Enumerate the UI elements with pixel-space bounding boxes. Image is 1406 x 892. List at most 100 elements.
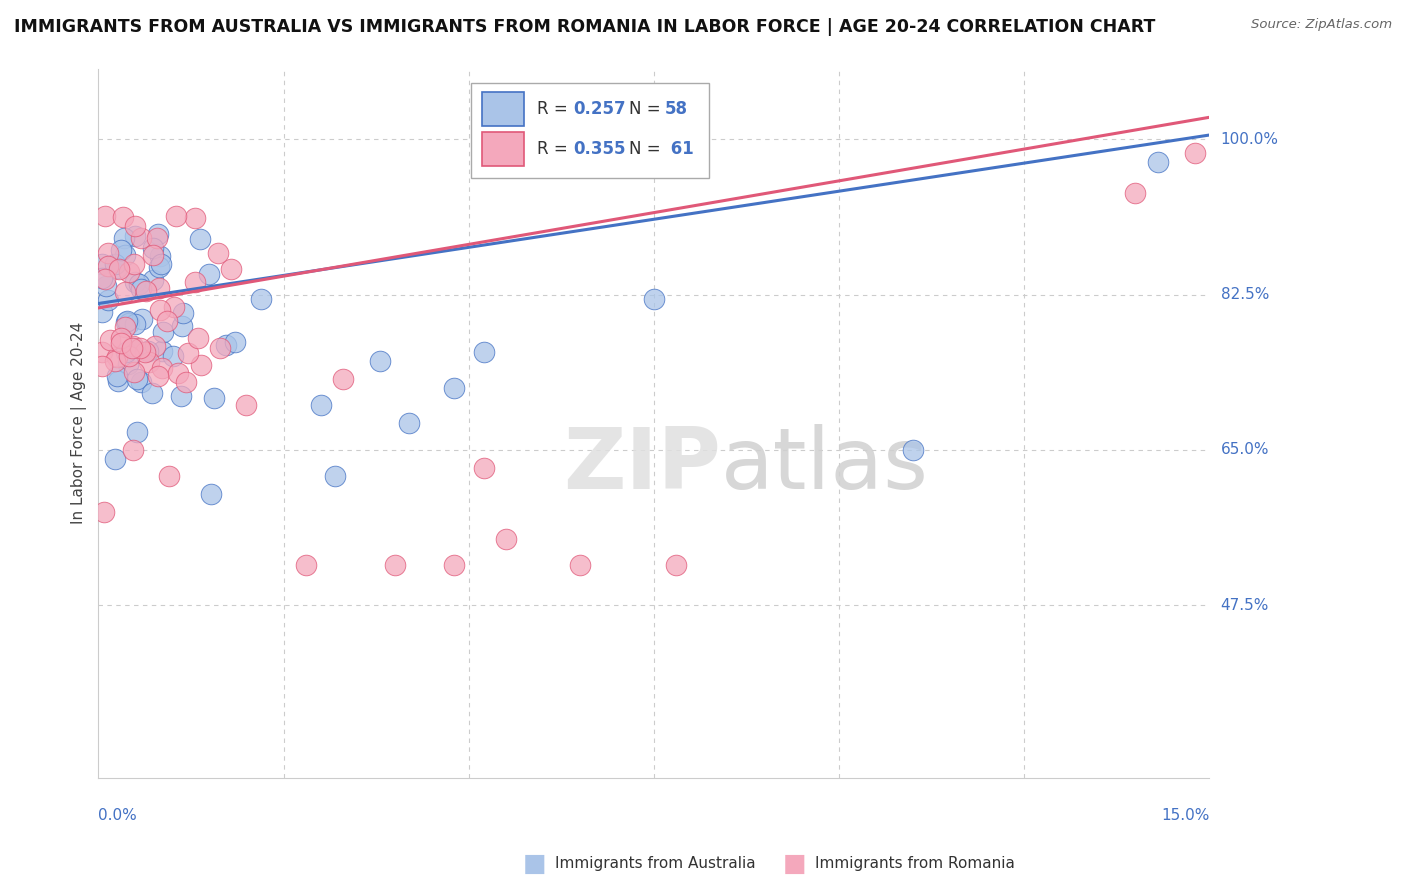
Text: 0.257: 0.257 [572, 100, 626, 118]
Point [118, 265, 141, 279]
Point [156, 314, 179, 328]
Point [325, 469, 347, 483]
Point [114, 248, 136, 262]
Text: 82.5%: 82.5% [1220, 287, 1268, 302]
FancyBboxPatch shape [471, 83, 710, 178]
Point [97, 259, 120, 273]
Point [202, 391, 225, 405]
Text: 61: 61 [665, 140, 693, 158]
Point [114, 320, 136, 334]
Point [129, 231, 152, 245]
Text: atlas: atlas [720, 425, 928, 508]
Point [127, 372, 149, 386]
Point [124, 317, 146, 331]
Point [105, 261, 128, 276]
Point [197, 267, 219, 281]
Text: 0.355: 0.355 [572, 140, 626, 158]
Point [219, 262, 242, 277]
Point [150, 343, 173, 358]
Point [162, 350, 184, 364]
Point [165, 209, 187, 223]
Text: N =: N = [630, 140, 666, 158]
Point [122, 257, 145, 271]
Point [122, 339, 145, 353]
FancyBboxPatch shape [482, 132, 524, 166]
Point [124, 229, 146, 244]
Point [152, 325, 174, 339]
Point [472, 345, 495, 359]
Text: R =: R = [537, 140, 574, 158]
Point [149, 303, 172, 318]
Point [309, 399, 332, 413]
Point [148, 260, 170, 275]
Point [177, 346, 200, 360]
Point [148, 368, 170, 383]
Point [142, 248, 165, 262]
Point [174, 375, 197, 389]
Text: ZIP: ZIP [562, 425, 720, 508]
Point [122, 442, 145, 457]
Point [117, 349, 139, 363]
Point [117, 357, 139, 371]
Text: 65.0%: 65.0% [1220, 442, 1270, 458]
Point [114, 345, 136, 359]
Point [146, 231, 169, 245]
Point [149, 249, 172, 263]
Point [384, 558, 406, 573]
Point [294, 558, 316, 573]
Point [91, 271, 114, 285]
Text: 47.5%: 47.5% [1220, 598, 1268, 613]
Point [184, 211, 207, 225]
Point [91, 257, 114, 271]
Text: ■: ■ [783, 852, 806, 875]
Point [665, 558, 688, 573]
Point [112, 231, 135, 245]
Point [131, 282, 153, 296]
Point [94, 278, 117, 293]
Point [122, 365, 145, 379]
FancyBboxPatch shape [482, 92, 524, 126]
Point [208, 341, 231, 355]
Text: Source: ZipAtlas.com: Source: ZipAtlas.com [1251, 18, 1392, 31]
Text: 0.0%: 0.0% [98, 808, 138, 823]
Point [190, 358, 212, 372]
Point [472, 460, 495, 475]
Point [97, 245, 120, 260]
Point [115, 315, 138, 329]
Point [148, 281, 170, 295]
Point [141, 386, 163, 401]
Point [124, 219, 146, 233]
Point [110, 335, 132, 350]
Text: 58: 58 [665, 100, 688, 118]
Point [110, 331, 132, 345]
Text: N =: N = [630, 100, 666, 118]
Point [145, 339, 167, 353]
Point [135, 284, 157, 298]
Point [235, 399, 257, 413]
Point [163, 301, 186, 315]
Point [121, 341, 143, 355]
Point [125, 425, 148, 439]
Point [142, 241, 165, 255]
Point [91, 345, 114, 359]
Point [901, 442, 924, 457]
Point [105, 369, 128, 384]
Point [443, 558, 465, 573]
Point [187, 331, 209, 345]
Point [398, 416, 420, 430]
Point [107, 374, 129, 388]
Point [91, 305, 114, 319]
Point [128, 341, 150, 355]
Point [190, 232, 212, 246]
Point [184, 275, 207, 289]
Point [495, 532, 517, 546]
Point [1146, 154, 1168, 169]
Point [1123, 186, 1146, 200]
Point [149, 257, 172, 271]
Point [138, 355, 160, 369]
Point [110, 243, 132, 257]
Point [131, 312, 153, 326]
Point [568, 558, 591, 573]
Point [117, 314, 139, 328]
Point [93, 505, 115, 519]
